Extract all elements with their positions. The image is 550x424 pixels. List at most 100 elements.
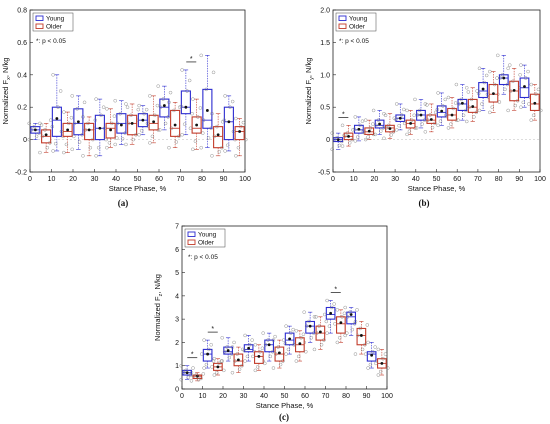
data-point [181, 371, 186, 375]
data-point [139, 128, 144, 133]
data-point [405, 132, 409, 137]
data-point [337, 336, 342, 340]
data-point [64, 142, 69, 147]
box [180, 90, 191, 115]
y-tick-label: 1 [175, 363, 179, 370]
y-tick-label: 0 [326, 137, 330, 144]
data-point [477, 108, 482, 113]
data-point [335, 308, 340, 312]
data-point [426, 118, 430, 122]
x-tick-label: 50 [433, 176, 441, 183]
data-point [423, 102, 428, 106]
x-tick-label: 100 [534, 176, 546, 183]
data-point [191, 97, 195, 101]
data-point [118, 111, 122, 116]
box-mean-point [236, 358, 240, 362]
legend-label-young: Young [349, 16, 368, 23]
data-point [436, 91, 440, 95]
data-point [304, 324, 309, 328]
data-point [201, 131, 205, 135]
data-point [220, 145, 224, 150]
data-point [161, 97, 165, 101]
data-point [407, 129, 412, 133]
box-mean-point [216, 133, 220, 137]
data-point [236, 145, 241, 150]
data-point [234, 116, 238, 121]
x-tick-label: 50 [281, 393, 289, 400]
box-mean-point [359, 334, 363, 337]
data-point [223, 149, 227, 153]
legend-label-older: Older [349, 24, 366, 31]
data-point [441, 104, 445, 108]
y-axis-label-unit: , N/kg [1, 58, 10, 78]
data-point [245, 354, 250, 359]
box-mean-point [471, 105, 475, 108]
data-point [263, 361, 267, 366]
data-point [363, 137, 368, 142]
data-point [314, 315, 318, 319]
data-point [358, 326, 362, 331]
data-point [433, 110, 438, 115]
data-point [337, 143, 342, 148]
box-mean-point [429, 118, 433, 121]
x-tick-label: 30 [391, 176, 399, 183]
data-point [69, 116, 74, 120]
data-point [258, 350, 262, 354]
data-point [206, 136, 211, 140]
data-point [235, 352, 239, 356]
data-point [389, 133, 393, 137]
data-point [457, 102, 461, 106]
data-point [506, 108, 510, 113]
data-point [93, 118, 97, 122]
data-point [488, 110, 492, 115]
y-axis-label: Normalized Fy, N/kg [304, 58, 315, 125]
data-point [178, 105, 182, 109]
data-point [253, 368, 258, 373]
box [159, 98, 170, 118]
data-point [158, 128, 162, 132]
data-point [332, 302, 336, 306]
data-point [302, 310, 306, 314]
data-point [51, 73, 55, 77]
data-point [184, 368, 188, 373]
box-mean-point [329, 311, 333, 315]
data-point [353, 139, 357, 143]
data-point [423, 130, 428, 134]
data-point [340, 123, 345, 128]
data-point [345, 131, 350, 135]
data-point [72, 134, 76, 139]
data-point [150, 134, 155, 139]
data-point [382, 136, 386, 141]
data-point [348, 141, 352, 145]
data-point [179, 104, 183, 109]
data-point [317, 324, 321, 328]
data-point [360, 347, 365, 352]
data-point [386, 366, 390, 370]
data-point [75, 107, 79, 111]
data-point [266, 338, 270, 342]
data-point [231, 129, 236, 134]
data-point [506, 66, 510, 71]
data-point [101, 105, 106, 109]
data-point [299, 336, 303, 340]
data-point [353, 352, 358, 356]
data-point [373, 132, 377, 137]
box-mean-point [267, 343, 271, 347]
x-tick-label: 100 [381, 393, 393, 400]
box-mean-point [277, 351, 281, 355]
box-mean-point [257, 355, 261, 358]
box-mean-point [380, 361, 384, 365]
data-point [59, 129, 64, 134]
data-point [222, 118, 226, 122]
box-mean-point [502, 76, 506, 80]
data-point [77, 140, 82, 144]
box-mean-point [76, 120, 80, 124]
data-point [124, 102, 128, 106]
data-point [53, 141, 58, 146]
data-point [156, 84, 160, 88]
data-point [469, 97, 474, 102]
y-tick-label: -0.5 [318, 170, 330, 177]
data-point [94, 97, 98, 101]
data-point [294, 329, 299, 333]
